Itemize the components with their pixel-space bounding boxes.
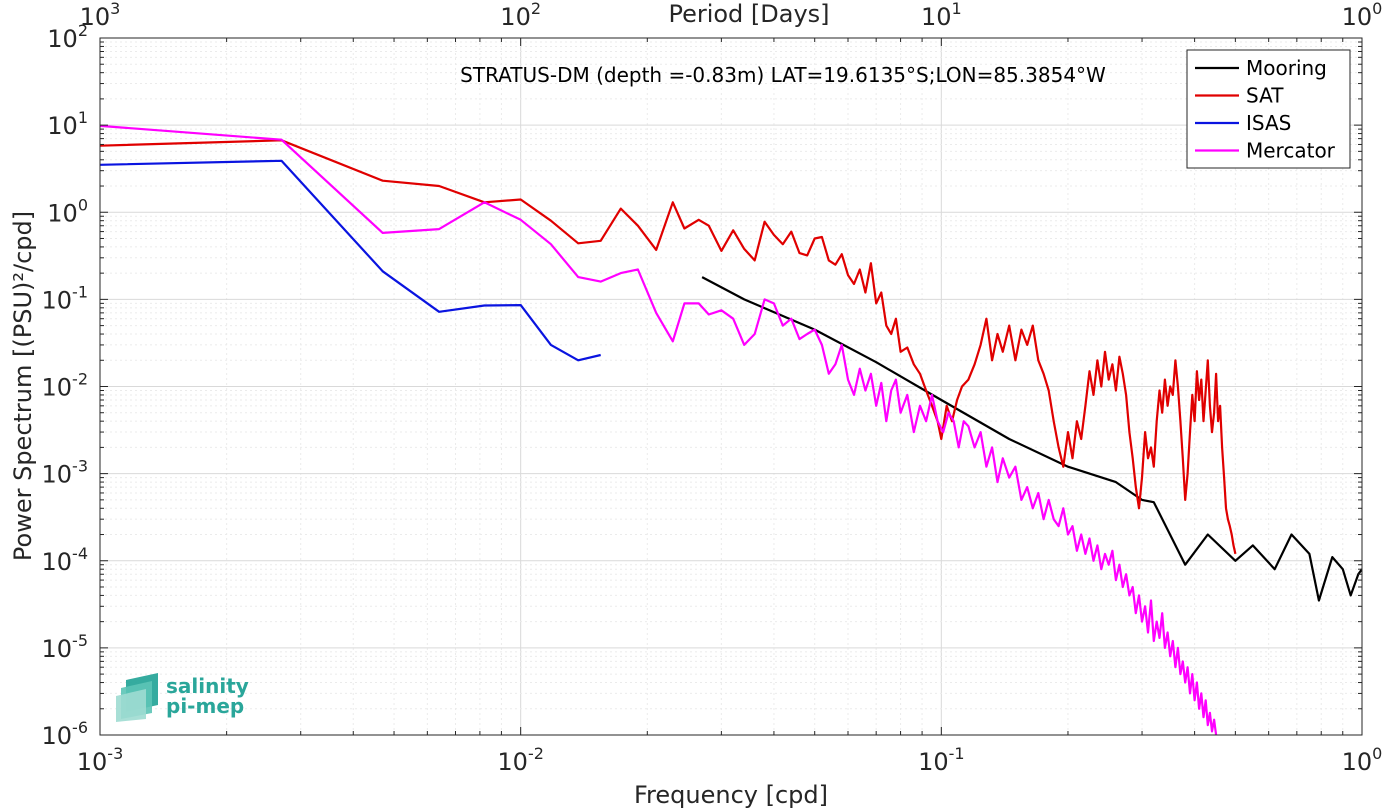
logo-line-2: pi-mep bbox=[166, 694, 244, 718]
top-axis-label: Period [Days] bbox=[668, 0, 829, 28]
y-tick-label: 101 bbox=[47, 108, 88, 140]
logo-line-1: salinity bbox=[166, 674, 249, 698]
y-axis-label: Power Spectrum [(PSU)²/cpd] bbox=[9, 211, 37, 561]
x-tick-label: 10-3 bbox=[77, 744, 124, 776]
y-tick-label: 10-3 bbox=[42, 457, 89, 489]
x-axis-label: Frequency [cpd] bbox=[634, 781, 828, 809]
legend-label-mercator: Mercator bbox=[1246, 139, 1336, 163]
series-line-sat bbox=[100, 139, 1237, 555]
legend-box bbox=[1186, 49, 1351, 169]
y-tick-label: 100 bbox=[47, 195, 88, 227]
series-line-isas bbox=[100, 159, 601, 362]
x-tick-label: 10-1 bbox=[918, 744, 965, 776]
series-line-mercator bbox=[100, 124, 1218, 735]
series-line-mooring bbox=[701, 276, 1362, 602]
top-tick-label: 103 bbox=[80, 0, 121, 31]
legend-label-sat: SAT bbox=[1246, 84, 1284, 108]
series-layer bbox=[100, 124, 1362, 735]
x-tick-label: 100 bbox=[1342, 744, 1383, 776]
y-tick-label: 102 bbox=[47, 21, 88, 53]
y-tick-label: 10-2 bbox=[42, 370, 89, 402]
y-tick-label: 10-4 bbox=[42, 544, 89, 576]
y-tick-label: 10-1 bbox=[42, 282, 89, 314]
top-tick-label: 102 bbox=[500, 0, 541, 31]
x-tick-label: 10-2 bbox=[497, 744, 544, 776]
y-tick-label: 10-6 bbox=[42, 718, 89, 750]
y-tick-label: 10-5 bbox=[42, 631, 89, 663]
top-tick-label: 100 bbox=[1342, 0, 1383, 31]
chart-title: STRATUS-DM (depth =-0.83m) LAT=19.6135°S… bbox=[460, 63, 1106, 87]
axis-ticks bbox=[99, 37, 1363, 736]
logo-wave-front bbox=[116, 689, 146, 722]
top-tick-label: 101 bbox=[921, 0, 962, 31]
legend-label-isas: ISAS bbox=[1246, 111, 1291, 135]
salinity-pi-mep-logo: salinity pi-mep bbox=[116, 673, 249, 722]
legend-label-mooring: Mooring bbox=[1246, 56, 1327, 80]
legend: Mooring SAT ISAS Mercator bbox=[1186, 49, 1351, 169]
